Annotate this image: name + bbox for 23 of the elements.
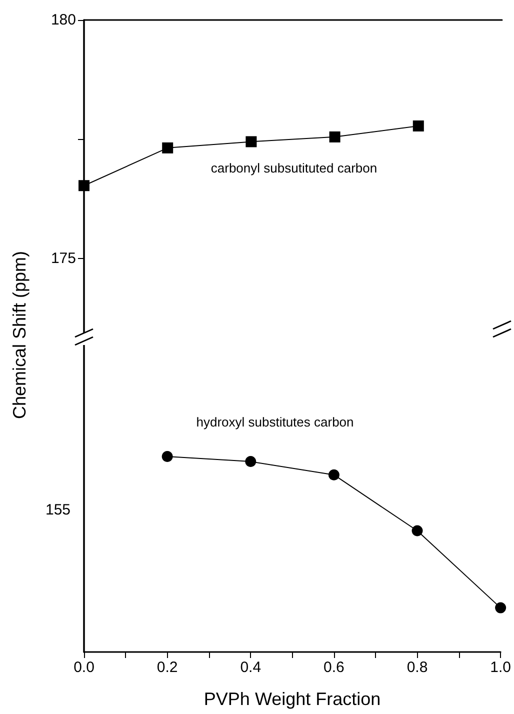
point: [329, 131, 340, 142]
point: [412, 120, 424, 132]
x-tick-label: 0.8: [406, 659, 428, 676]
y-tick-label: 175: [50, 250, 76, 268]
x-tick-label: 0.2: [156, 659, 178, 676]
point: [78, 180, 90, 192]
point: [162, 450, 173, 462]
x-tick-label: 1.0: [490, 659, 512, 676]
x-tick-label: 0.6: [324, 659, 344, 676]
point: [245, 456, 256, 468]
point: [412, 525, 423, 536]
x-tick-label: 0.0: [74, 659, 94, 676]
x-tick-label: 0.4: [240, 659, 262, 676]
x-axis-title: PVPh Weight Fraction: [204, 689, 381, 709]
y-axis-title: Chemical Shift (ppm): [10, 250, 30, 420]
annotation: carbonyl subsutituted carbon: [210, 160, 378, 176]
point: [246, 136, 257, 148]
text: hydroxyl substitutes carbon: [196, 414, 354, 430]
y-tick-label: 180: [50, 12, 76, 28]
point: [328, 469, 340, 480]
point: [495, 602, 506, 614]
point: [162, 142, 174, 154]
text: 155: [45, 502, 71, 518]
